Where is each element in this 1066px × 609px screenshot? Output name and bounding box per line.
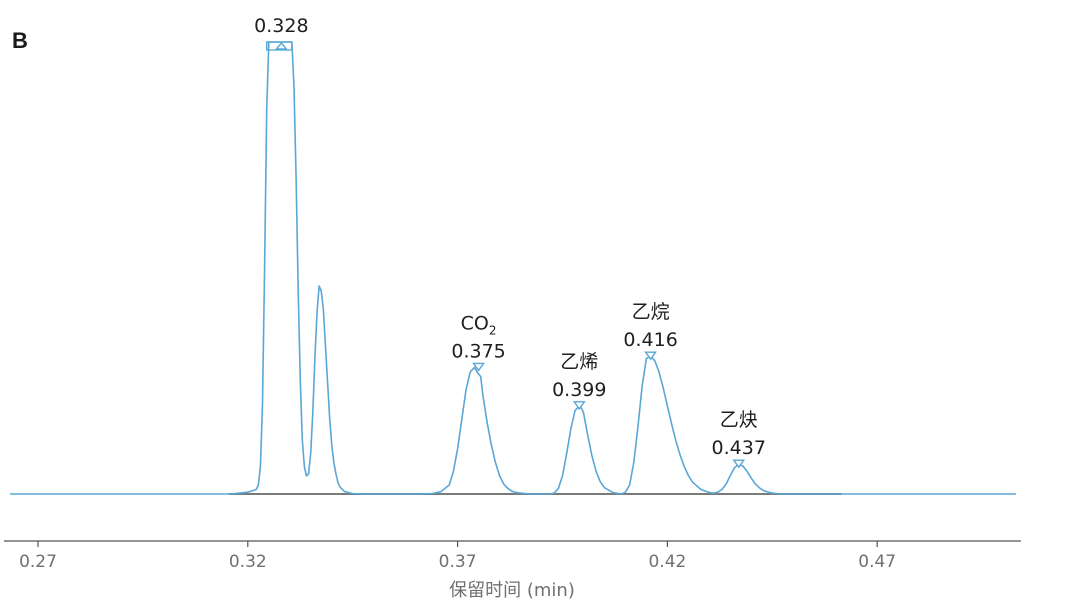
peak-marker <box>732 459 746 469</box>
x-axis-title: 保留时间 (min) <box>449 580 575 601</box>
peak-compound-label: CO2 <box>461 312 497 337</box>
peak-marker <box>274 41 288 50</box>
peak-retention-label: 0.437 <box>712 437 766 459</box>
peak-compound-label: 乙炔 <box>720 409 758 431</box>
peak-retention-label: 0.399 <box>552 379 606 401</box>
x-tick-label: 0.42 <box>648 552 686 572</box>
panel-label: B <box>12 28 28 53</box>
peak-retention-label: 0.328 <box>254 15 308 37</box>
peak-marker <box>644 351 657 361</box>
chromatogram-trace-0 <box>10 41 1016 495</box>
peak-marker <box>572 401 586 411</box>
x-tick-label: 0.32 <box>229 552 267 572</box>
peak-retention-label: 0.375 <box>451 340 505 362</box>
peak-clip-box <box>265 41 293 51</box>
x-tick-label: 0.27 <box>19 552 57 572</box>
x-tick-label: 0.47 <box>858 552 896 572</box>
peak-retention-label: 0.416 <box>623 329 677 351</box>
peak-marker <box>472 362 485 372</box>
peak-compound-label: 乙烯 <box>560 351 598 373</box>
x-tick-label: 0.37 <box>439 552 477 572</box>
peak-compound-label: 乙烷 <box>632 301 670 323</box>
